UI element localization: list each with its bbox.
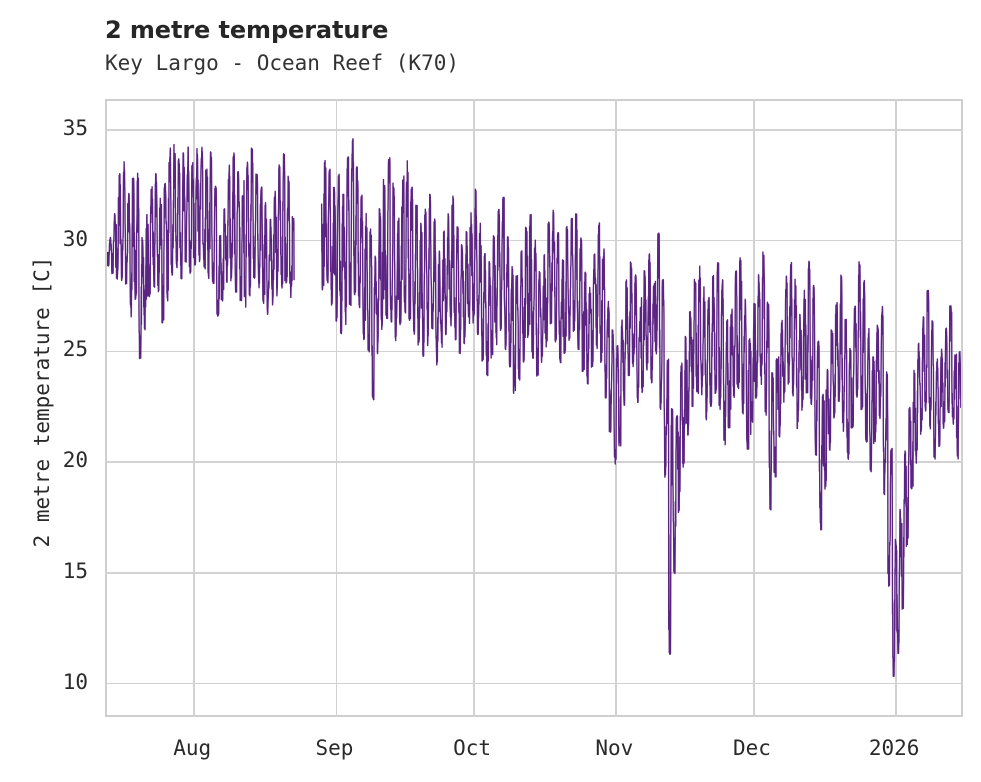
x-tick-label: Oct [453, 736, 492, 760]
y-axis-ticks: 10 15 20 25 30 35 [0, 99, 88, 717]
plot-area [105, 99, 963, 717]
gridline-horizontal [107, 239, 961, 242]
gridline-vertical [335, 101, 338, 715]
gridline-horizontal [107, 128, 961, 131]
chart-subtitle: Key Largo - Ocean Reef (K70) [105, 51, 460, 75]
page-title: 2 metre temperature [105, 16, 389, 44]
gridline-horizontal [107, 461, 961, 463]
x-tick-label: Sep [315, 736, 354, 760]
gridline-horizontal [107, 572, 961, 574]
x-tick-label: Dec [732, 736, 771, 760]
y-tick-label: 25 [62, 337, 88, 362]
x-tick-label: 2026 [868, 736, 920, 760]
temperature-series [107, 138, 961, 678]
temperature-line-segment [107, 143, 295, 360]
y-tick-label: 30 [62, 226, 88, 251]
gridline-horizontal [107, 682, 961, 685]
y-tick-label: 35 [62, 115, 88, 140]
y-tick-label: 10 [62, 669, 88, 694]
plot-inner [107, 101, 961, 715]
temperature-line-segment [320, 138, 961, 678]
gridline-vertical [895, 101, 897, 715]
gridline-vertical [753, 101, 755, 715]
y-tick-label: 20 [62, 448, 88, 473]
x-tick-label: Aug [173, 736, 212, 760]
x-tick-label: Nov [595, 736, 634, 760]
gridline-vertical [193, 101, 195, 715]
y-tick-label: 15 [62, 558, 88, 583]
x-axis-ticks: Aug Sep Oct Nov Dec 2026 [0, 736, 981, 776]
gridline-vertical [473, 101, 475, 715]
